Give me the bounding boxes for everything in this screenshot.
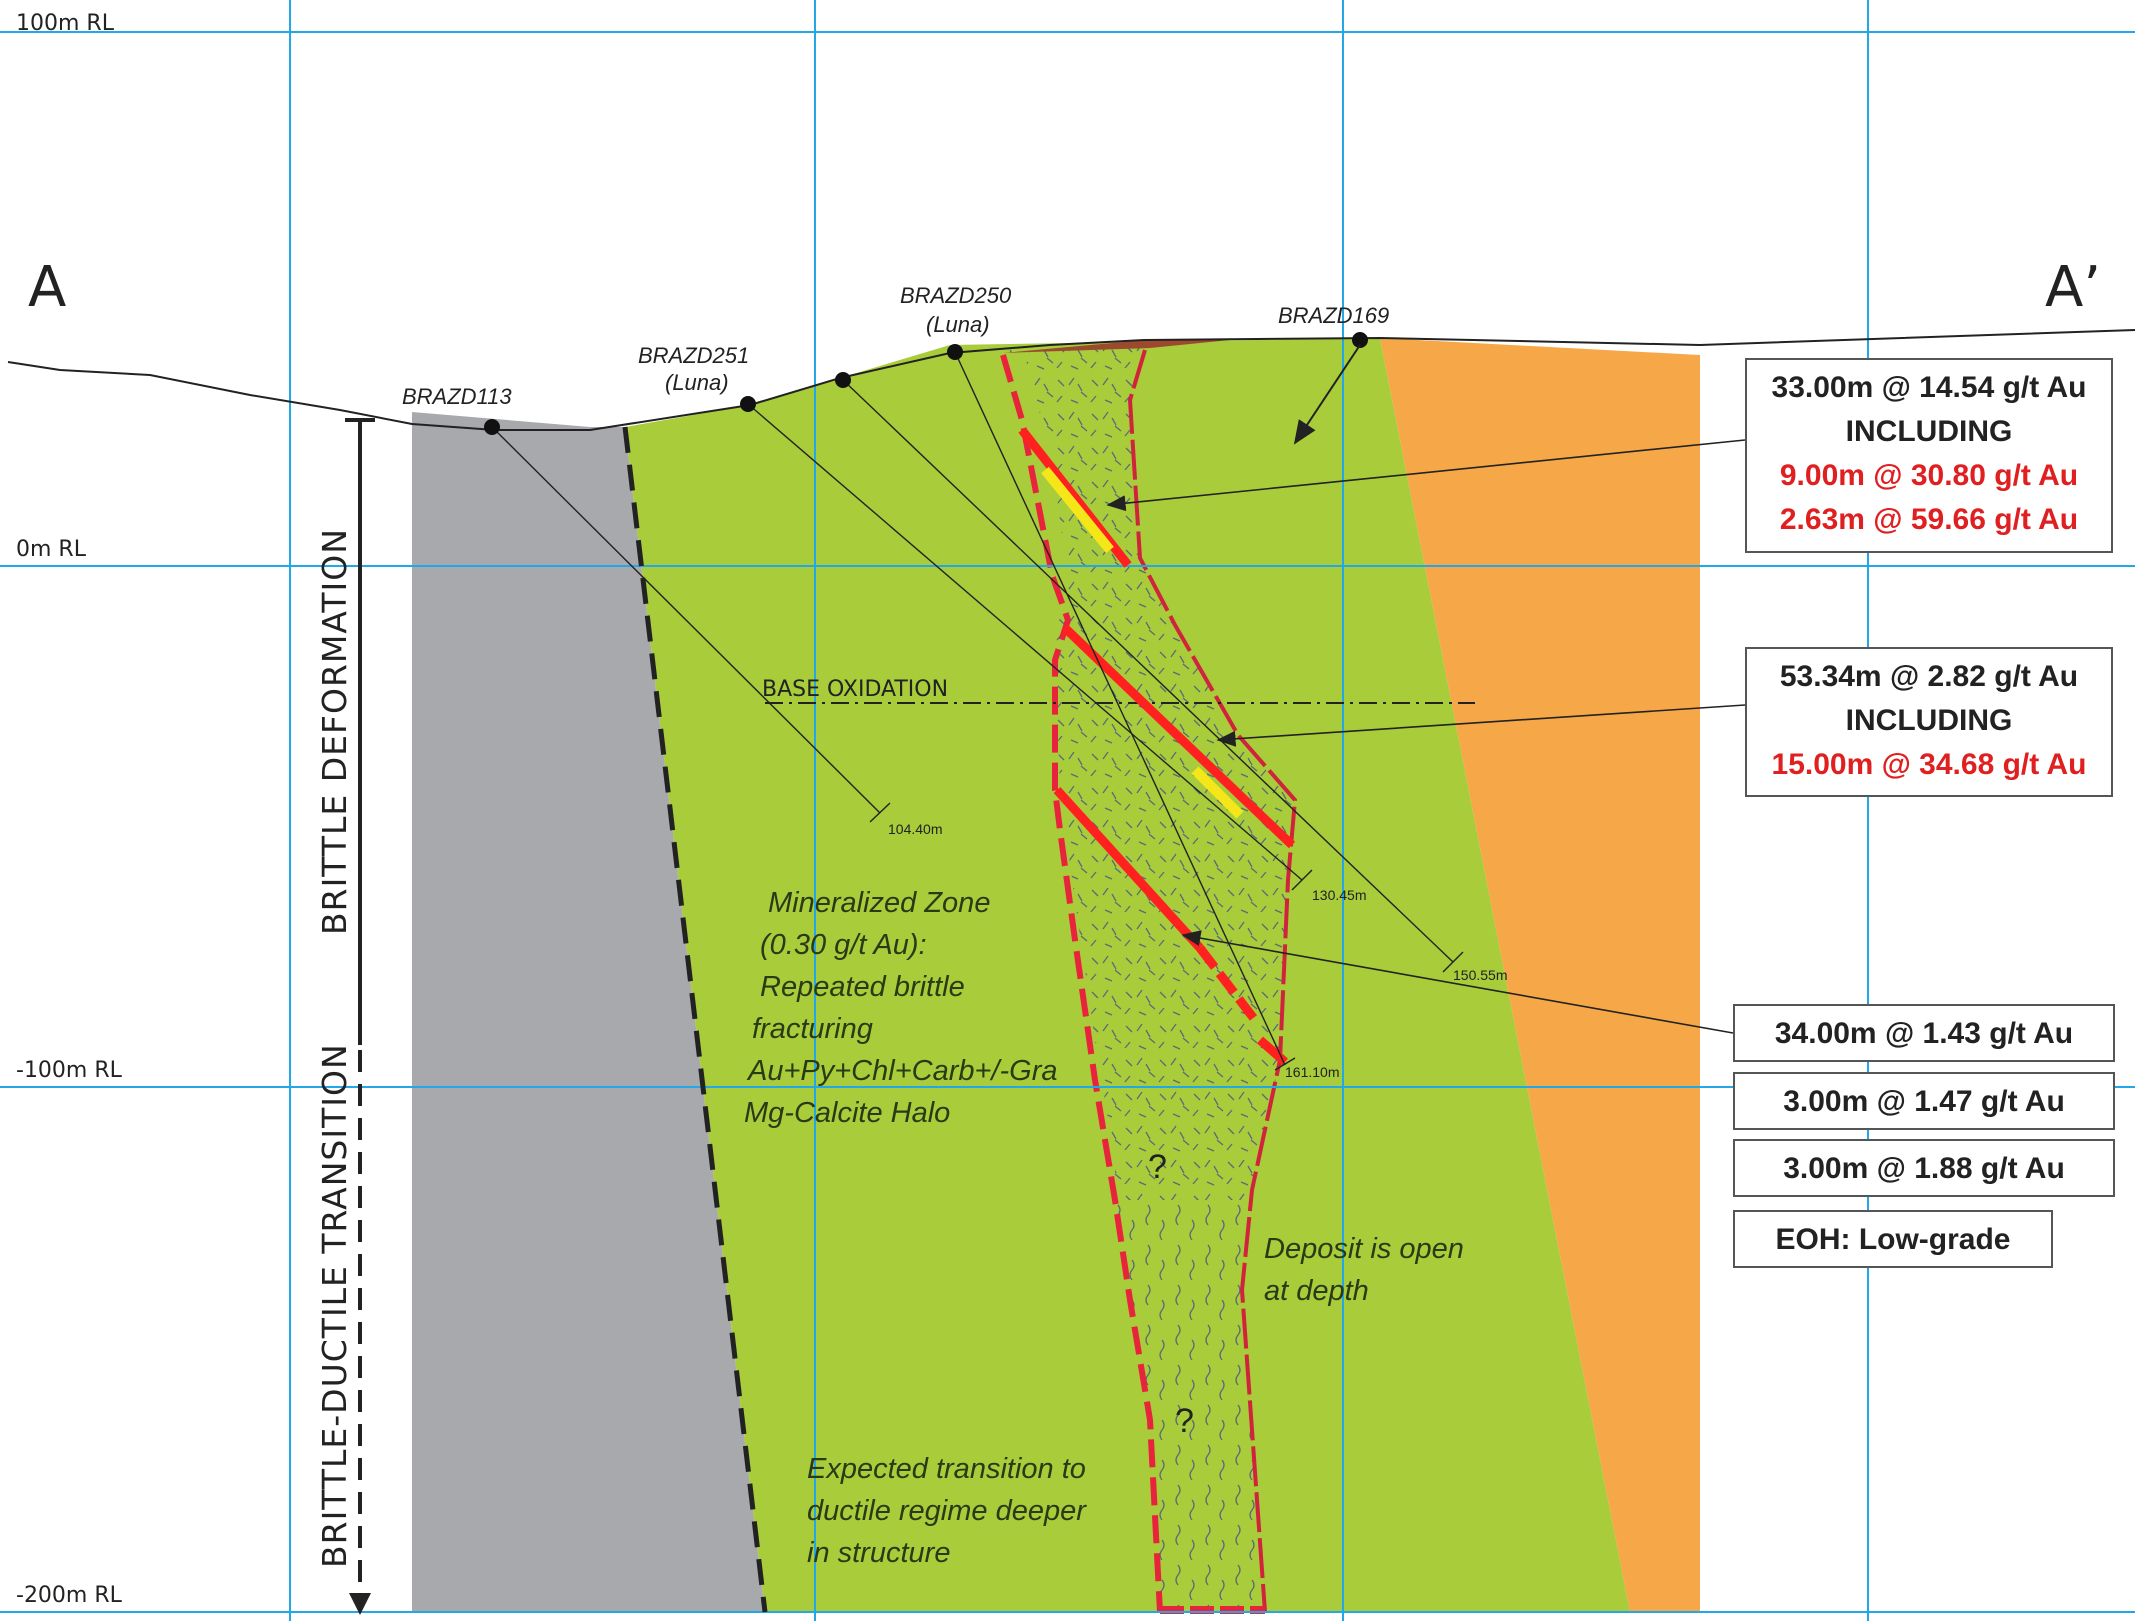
label-a: A bbox=[28, 255, 66, 320]
intercept-3-line-1: 34.00m @ 1.43 g/t Au bbox=[1774, 1017, 2074, 1050]
collar-brazd169 bbox=[1352, 332, 1368, 348]
collar-luna-extra bbox=[835, 372, 851, 388]
collars bbox=[484, 332, 1368, 435]
collar-brazd113 bbox=[484, 419, 500, 435]
intercept-box-5: 3.00m @ 1.88 g/t Au bbox=[1733, 1139, 2115, 1197]
collar-brazd251 bbox=[740, 396, 756, 412]
intercept-4-line-1: 3.00m @ 1.47 g/t Au bbox=[1783, 1085, 2065, 1118]
svg-text:(0.30 g/t Au):: (0.30 g/t Au): bbox=[760, 929, 927, 961]
intercept-5-line-1: 3.00m @ 1.88 g/t Au bbox=[1783, 1152, 2065, 1185]
hole-brazd250: BRAZD250 bbox=[900, 283, 1012, 308]
svg-text:Repeated brittle: Repeated brittle bbox=[760, 971, 965, 1003]
brittle-deformation-label: BRITTLE DEFORMATION bbox=[315, 528, 354, 935]
open-note: Deposit is open at depth bbox=[1264, 1233, 1464, 1307]
svg-text:Au+Py+Chl+Carb+/-Gra: Au+Py+Chl+Carb+/-Gra bbox=[746, 1055, 1057, 1087]
interval-lg-3 bbox=[1196, 945, 1259, 1023]
drill-traces bbox=[491, 351, 1464, 1071]
question-mark-lower: ? bbox=[1175, 1402, 1194, 1440]
intercept-2-line-1: 53.34m @ 2.82 g/t Au bbox=[1779, 660, 2079, 693]
transition-arrow bbox=[349, 1593, 371, 1615]
svg-text:in structure: in structure bbox=[807, 1537, 950, 1569]
interval-bonanza-2 bbox=[1191, 766, 1244, 819]
svg-text:ductile regime deeper: ductile regime deeper bbox=[807, 1495, 1087, 1527]
interval-hg-3 bbox=[1053, 786, 1204, 952]
depth-104: 104.40m bbox=[888, 821, 942, 837]
intercept-box-4: 3.00m @ 1.47 g/t Au bbox=[1733, 1072, 2115, 1130]
topography bbox=[7, 329, 2135, 431]
intercept-2-line-2: INCLUDING bbox=[1845, 704, 2013, 737]
depth-130: 130.45m bbox=[1312, 887, 1366, 903]
eoh-box: EOH: Low-grade bbox=[1733, 1210, 2053, 1268]
svg-text:Mineralized Zone: Mineralized Zone bbox=[768, 887, 990, 919]
soil-cap bbox=[1003, 340, 1230, 353]
depth-150: 150.55m bbox=[1453, 967, 1507, 983]
brittle-ductile-label: BRITTLE-DUCTILE TRANSITION bbox=[315, 1043, 354, 1568]
svg-text:fracturing: fracturing bbox=[752, 1013, 873, 1045]
intercept-1-line-3: 9.00m @ 30.80 g/t Au bbox=[1779, 459, 2079, 492]
base-oxidation-label: BASE OXIDATION bbox=[762, 677, 948, 702]
svg-text:Expected transition to: Expected transition to bbox=[807, 1453, 1086, 1485]
mineralized-note: Mineralized Zone (0.30 g/t Au): Repeated… bbox=[744, 887, 1057, 1129]
interval-lg-4 bbox=[1257, 1036, 1288, 1066]
rl-100: 100m RL bbox=[16, 11, 115, 36]
intercept-1-line-4: 2.63m @ 59.66 g/t Au bbox=[1779, 503, 2079, 536]
intercept-1-line-1: 33.00m @ 14.54 g/t Au bbox=[1771, 371, 2087, 404]
transition-note: Expected transition to ductile regime de… bbox=[807, 1453, 1087, 1569]
interval-bonanza-1 bbox=[1041, 466, 1114, 554]
hole-brazd250-sub: (Luna) bbox=[926, 312, 990, 337]
hole-brazd251: BRAZD251 bbox=[638, 343, 749, 368]
brazd169-arrow bbox=[1293, 344, 1361, 445]
interval-hg-2 bbox=[1061, 624, 1296, 849]
eoh-line-1: EOH: Low-grade bbox=[1775, 1223, 2011, 1256]
rl-minus-200: -200m RL bbox=[16, 1583, 123, 1608]
svg-text:at depth: at depth bbox=[1264, 1275, 1369, 1307]
intercept-box-1: 33.00m @ 14.54 g/t Au INCLUDING 9.00m @ … bbox=[1745, 358, 2113, 553]
leader-lines bbox=[1106, 439, 1746, 1034]
rl-0: 0m RL bbox=[16, 537, 87, 562]
squiggle-texture bbox=[1115, 1200, 1265, 1612]
hole-brazd169: BRAZD169 bbox=[1278, 303, 1389, 328]
grey-unit bbox=[412, 412, 765, 1612]
zone-right-boundary bbox=[1127, 349, 1298, 1613]
rl-minus-100: -100m RL bbox=[16, 1058, 123, 1083]
hole-brazd113: BRAZD113 bbox=[402, 384, 512, 409]
fault-line bbox=[622, 426, 768, 1613]
intervals bbox=[1018, 427, 1296, 1066]
zone-left-boundary bbox=[1000, 354, 1163, 1613]
intercept-box-3: 34.00m @ 1.43 g/t Au bbox=[1733, 1004, 2115, 1062]
label-a-prime: A’ bbox=[2045, 255, 2101, 320]
question-mark-upper: ? bbox=[1148, 1148, 1167, 1186]
orange-unit bbox=[1380, 338, 1700, 1612]
intercept-1-line-2: INCLUDING bbox=[1845, 415, 2013, 448]
hole-brazd251-sub: (Luna) bbox=[665, 370, 729, 395]
intercept-2-line-3: 15.00m @ 34.68 g/t Au bbox=[1771, 748, 2087, 781]
depth-161: 161.10m bbox=[1285, 1064, 1339, 1080]
svg-text:Deposit is open: Deposit is open bbox=[1264, 1233, 1464, 1265]
collar-brazd250 bbox=[947, 344, 963, 360]
svg-text:Mg-Calcite Halo: Mg-Calcite Halo bbox=[744, 1097, 950, 1129]
intercept-box-2: 53.34m @ 2.82 g/t Au INCLUDING 15.00m @ … bbox=[1745, 647, 2113, 797]
